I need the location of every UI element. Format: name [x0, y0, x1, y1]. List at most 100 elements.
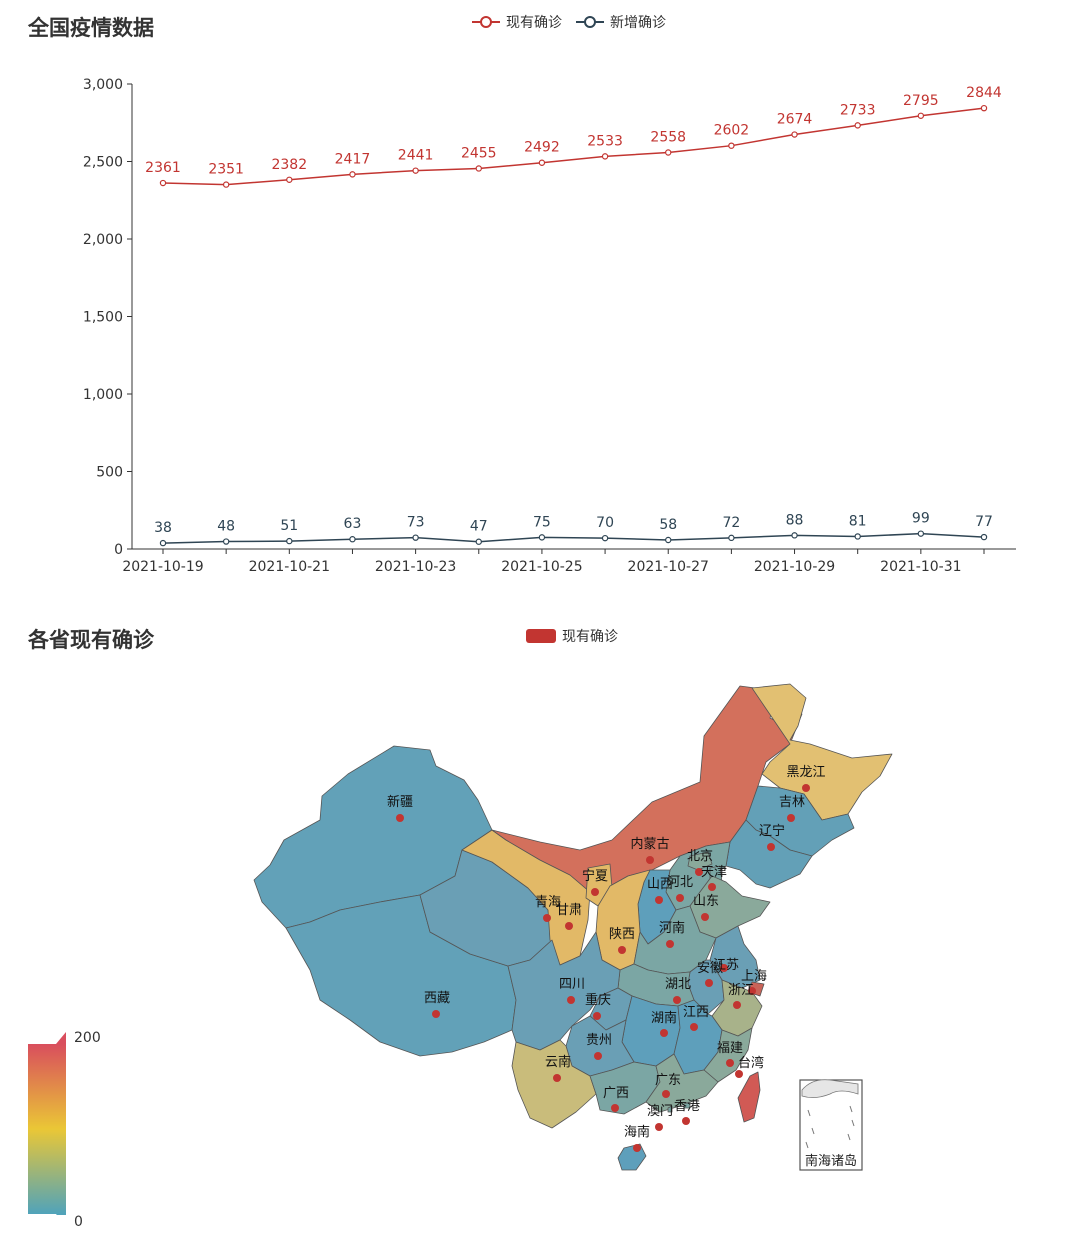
province-label: 广西	[603, 1086, 629, 1101]
province-fujian[interactable]	[703, 1027, 753, 1083]
data-point[interactable]	[728, 142, 735, 149]
data-label: 2382	[271, 157, 307, 173]
province-heilongjiang[interactable]	[751, 683, 893, 821]
map-marker[interactable]	[567, 996, 575, 1004]
map-marker[interactable]	[708, 883, 716, 891]
line-chart-title: 全国疫情数据	[28, 16, 154, 40]
data-point[interactable]	[222, 181, 230, 188]
province-hainan[interactable]	[617, 1143, 647, 1171]
map-marker[interactable]	[543, 914, 551, 922]
map-marker[interactable]	[565, 922, 573, 930]
data-point[interactable]	[159, 539, 167, 547]
series-line-0	[162, 107, 985, 186]
data-point[interactable]	[854, 122, 861, 129]
data-label: 63	[344, 516, 362, 532]
map-marker[interactable]	[673, 996, 681, 1004]
data-point[interactable]	[980, 104, 988, 112]
province-label: 山西	[647, 877, 673, 892]
visual-map-bottom-handle-icon[interactable]	[56, 1214, 66, 1215]
map-legend-label: 现有确诊	[562, 629, 618, 645]
legend-item-map-current-confirmed[interactable]: 现有确诊	[526, 626, 618, 646]
legend-item-new-confirmed[interactable]: 新增确诊	[576, 12, 666, 32]
data-label: 2795	[903, 93, 939, 109]
map-marker[interactable]	[695, 868, 703, 876]
map-marker[interactable]	[633, 1144, 641, 1152]
data-point[interactable]	[412, 534, 419, 541]
data-label: 81	[849, 513, 867, 529]
data-point[interactable]	[917, 530, 925, 537]
map-marker[interactable]	[611, 1104, 619, 1112]
data-point[interactable]	[286, 176, 293, 183]
map-marker[interactable]	[660, 1029, 668, 1037]
data-point[interactable]	[349, 171, 356, 178]
data-point[interactable]	[538, 159, 546, 166]
map-marker[interactable]	[655, 896, 663, 904]
province-label: 湖北	[665, 977, 691, 992]
data-point[interactable]	[917, 112, 925, 119]
data-label: 73	[407, 515, 425, 531]
legend-item-current-confirmed[interactable]: 现有确诊	[472, 12, 562, 32]
map-marker[interactable]	[618, 946, 626, 954]
map-marker[interactable]	[720, 964, 728, 972]
data-point[interactable]	[475, 538, 482, 545]
province-label: 四川	[559, 977, 585, 992]
map-marker[interactable]	[662, 1090, 670, 1098]
visual-map-top-handle-icon[interactable]	[56, 1032, 66, 1044]
map-marker[interactable]	[553, 1074, 561, 1082]
province-aomen[interactable]	[667, 1105, 673, 1113]
data-point[interactable]	[791, 131, 798, 138]
data-point[interactable]	[538, 534, 546, 541]
province-taiwan[interactable]	[737, 1071, 761, 1123]
map-marker[interactable]	[591, 888, 599, 896]
map-marker[interactable]	[593, 1012, 601, 1020]
data-point[interactable]	[412, 167, 419, 174]
map-marker[interactable]	[396, 814, 404, 822]
x-tick-label: 2021-10-29	[754, 559, 835, 575]
data-point[interactable]	[601, 534, 609, 542]
map-marker[interactable]	[646, 856, 654, 864]
map-marker[interactable]	[802, 784, 810, 792]
map-marker[interactable]	[726, 1059, 734, 1067]
data-label: 2351	[208, 162, 244, 178]
province-label: 澳门	[647, 1103, 673, 1119]
map-marker[interactable]	[748, 987, 756, 995]
map-marker[interactable]	[705, 979, 713, 987]
map-marker[interactable]	[735, 1070, 743, 1078]
data-point[interactable]	[286, 537, 293, 545]
data-point[interactable]	[222, 538, 230, 545]
province-liaoning[interactable]	[725, 819, 813, 889]
inset-label: 南海诸岛	[805, 1153, 857, 1169]
province-guangdong[interactable]	[645, 1053, 719, 1113]
province-label: 北京	[687, 849, 713, 864]
data-point[interactable]	[665, 536, 672, 544]
data-point[interactable]	[980, 533, 988, 541]
data-point[interactable]	[728, 534, 735, 542]
data-point[interactable]	[349, 536, 356, 543]
province-xianggang[interactable]	[683, 1101, 691, 1109]
map-marker[interactable]	[690, 1023, 698, 1031]
map-marker[interactable]	[594, 1052, 602, 1060]
data-label: 58	[659, 517, 677, 533]
province-label: 浙江	[728, 983, 754, 998]
province-label: 湖南	[651, 1010, 677, 1026]
data-point[interactable]	[475, 165, 482, 172]
map-marker[interactable]	[655, 1123, 663, 1131]
map-marker[interactable]	[666, 940, 674, 948]
province-label: 青海	[535, 895, 561, 910]
data-point[interactable]	[791, 532, 798, 539]
map-marker[interactable]	[767, 843, 775, 851]
map-marker[interactable]	[682, 1117, 690, 1125]
map-marker[interactable]	[787, 814, 795, 822]
data-point[interactable]	[601, 153, 609, 160]
province-beijing[interactable]	[687, 851, 713, 871]
map-marker[interactable]	[733, 1001, 741, 1009]
data-point[interactable]	[159, 179, 167, 187]
map-marker[interactable]	[676, 894, 684, 902]
data-point[interactable]	[854, 533, 861, 540]
data-label: 75	[533, 514, 551, 530]
data-point[interactable]	[665, 149, 672, 156]
line-legend-marker-icon	[576, 16, 604, 28]
map-marker[interactable]	[701, 913, 709, 921]
map-marker[interactable]	[432, 1010, 440, 1018]
